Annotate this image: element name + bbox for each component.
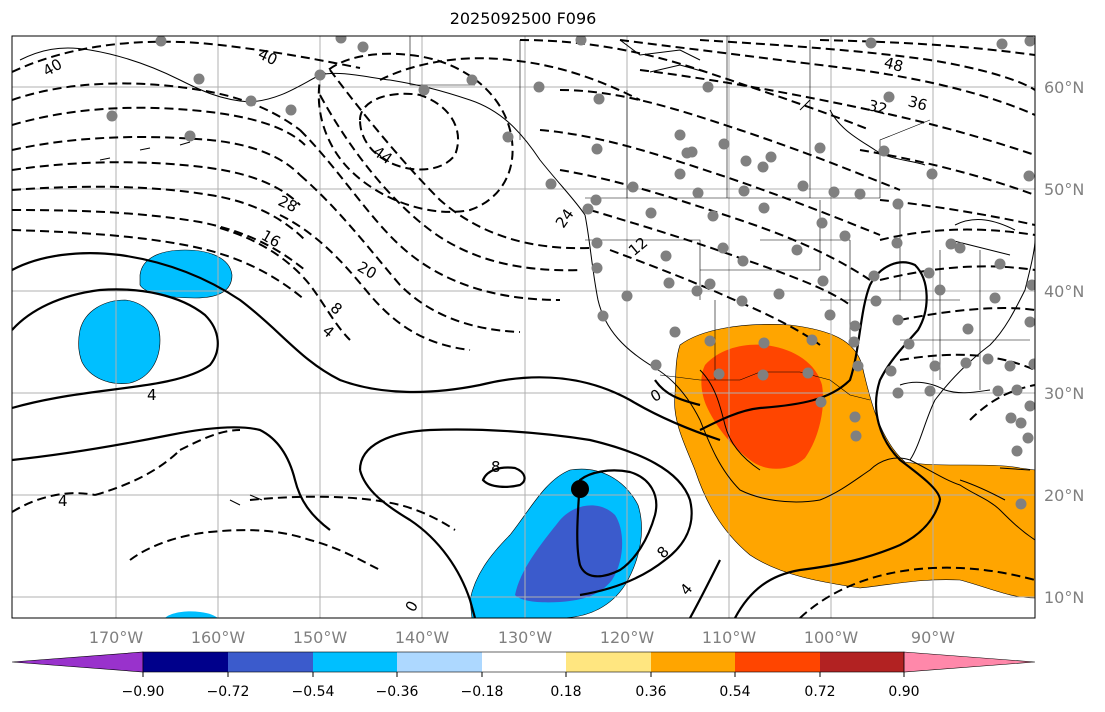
contour-label: 36 — [906, 92, 929, 114]
colorbar-bin — [651, 652, 735, 672]
lat-label: 40°N — [1044, 282, 1084, 301]
colorbar-ticks — [142, 672, 905, 677]
colorbar-bin — [820, 652, 904, 672]
contour-label: 40 — [255, 45, 280, 69]
strong-negative-anomaly-region — [515, 505, 623, 603]
colorbar-tick-label: 0.54 — [719, 684, 750, 700]
colorbar-tick-label: 0.90 — [888, 684, 919, 700]
lon-label: 170°W — [89, 628, 144, 647]
contour-label: 0 — [402, 598, 422, 615]
colorbar-tick-label: 0.36 — [635, 684, 666, 700]
contour-label: 4 — [147, 386, 157, 404]
longitude-labels: 170°W 160°W 150°W 140°W 130°W 120°W 110°… — [89, 628, 955, 647]
colorbar-tick-label: −0.90 — [122, 684, 165, 700]
anomaly-fills — [78, 249, 1035, 618]
colorbar-extend-high — [903, 651, 1036, 673]
colorbar-bin — [143, 652, 228, 672]
colorbar-bin — [228, 652, 313, 672]
latitude-labels: 60°N 50°N 40°N 30°N 20°N 10°N — [1044, 78, 1084, 607]
colorbar: −0.90 −0.72 −0.54 −0.36 −0.18 0.18 0.36 … — [11, 651, 1036, 700]
lon-label: 90°W — [911, 628, 955, 647]
negative-anomaly-region-south — [165, 611, 218, 618]
negative-anomaly-region-west — [78, 299, 161, 384]
contour-label: 16 — [258, 226, 284, 251]
contour-label: 28 — [275, 192, 300, 216]
contour-label: 24 — [552, 205, 578, 231]
map-title: 2025092500 F096 — [449, 9, 597, 28]
coastlines — [19, 39, 1035, 541]
lat-label: 20°N — [1044, 486, 1084, 505]
colorbar-tick-label: 0.18 — [550, 684, 581, 700]
colorbar-bin — [313, 652, 397, 672]
lon-label: 150°W — [293, 628, 348, 647]
contour-label: 12 — [625, 234, 651, 260]
colorbar-frame — [142, 651, 905, 673]
contour-label: 8 — [653, 543, 672, 562]
colorbar-tick-label: −0.18 — [461, 684, 504, 700]
lat-label: 60°N — [1044, 78, 1084, 97]
lon-label: 140°W — [395, 628, 450, 647]
map-frame — [11, 35, 1036, 619]
colorbar-bin — [482, 652, 566, 672]
lat-label: 10°N — [1044, 588, 1084, 607]
lon-label: 100°W — [804, 628, 859, 647]
colorbar-bin — [735, 652, 820, 672]
contour-label: 8 — [491, 458, 501, 476]
contour-label: 32 — [866, 96, 889, 118]
storm-center-marker — [571, 480, 589, 498]
strong-positive-anomaly-region — [701, 344, 824, 469]
solid-contours — [12, 252, 942, 618]
lon-label: 110°W — [702, 628, 757, 647]
colorbar-bin — [566, 652, 651, 672]
lat-label: 50°N — [1044, 180, 1084, 199]
colorbar-tick-label: −0.54 — [292, 684, 335, 700]
lat-label: 30°N — [1044, 384, 1084, 403]
contour-label: 20 — [354, 258, 380, 283]
colorbar-extend-low — [11, 651, 144, 673]
lon-label: 160°W — [191, 628, 246, 647]
map-panel: 40 40 48 32 36 44 28 24 16 12 20 8 4 4 0… — [12, 36, 1035, 618]
colorbar-tick-label: −0.72 — [207, 684, 250, 700]
graticule — [12, 36, 1035, 618]
lon-label: 120°W — [600, 628, 655, 647]
dashed-contours — [12, 39, 1035, 618]
colorbar-tick-label: −0.36 — [376, 684, 419, 700]
contour-label: 4 — [676, 580, 696, 599]
station-markers — [106, 36, 1035, 510]
lon-label: 130°W — [498, 628, 553, 647]
contour-label: 4 — [58, 492, 68, 510]
colorbar-bin — [397, 652, 482, 672]
colorbar-tick-label: 0.72 — [804, 684, 835, 700]
contour-label: 48 — [882, 53, 905, 75]
contour-label: 4 — [319, 322, 338, 342]
